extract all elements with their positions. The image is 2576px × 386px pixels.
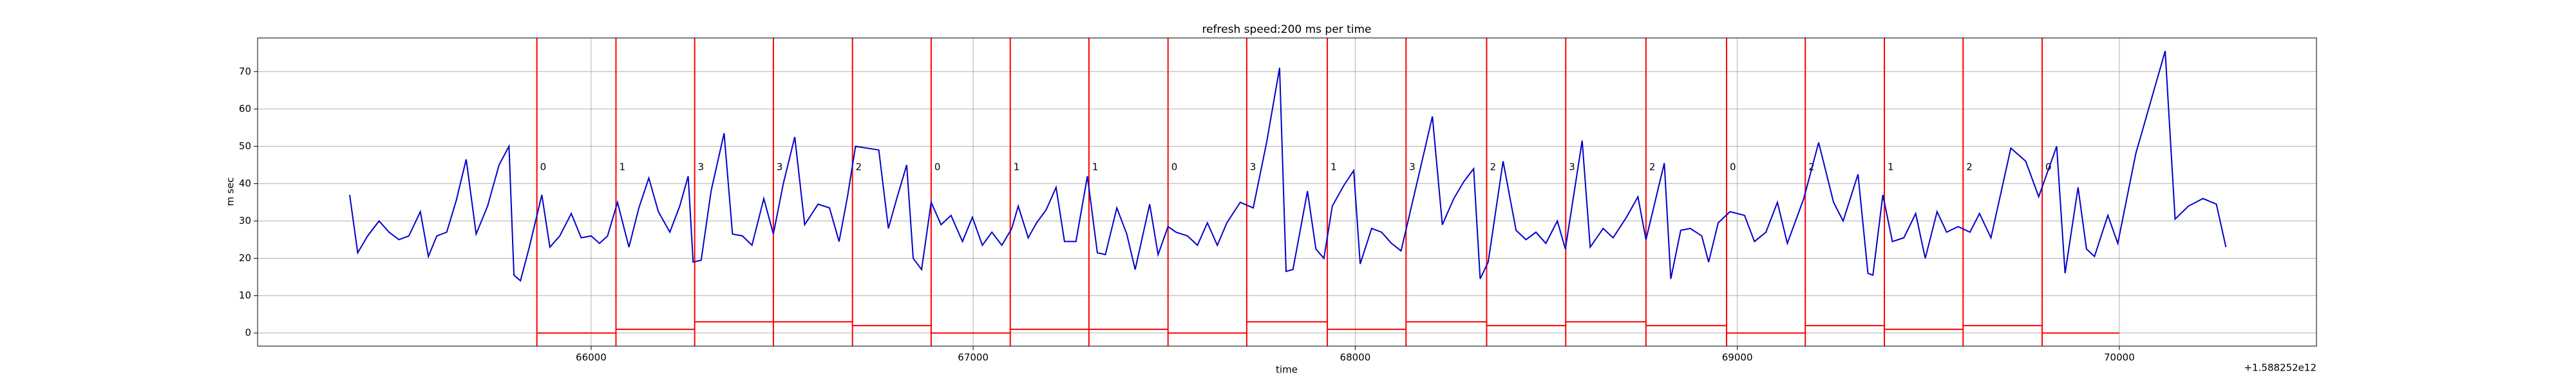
event-label: 2 [1490,161,1496,173]
y-tick-label: 20 [239,252,251,264]
x-tick-label: 69000 [1722,352,1753,363]
event-label: 1 [1014,161,1020,173]
y-axis-label: m sec [225,178,236,207]
x-tick-label: 68000 [1340,352,1371,363]
y-tick-label: 70 [239,66,251,77]
event-label: 0 [1171,161,1178,173]
event-label: 1 [1331,161,1337,173]
event-label: 1 [1888,161,1894,173]
event-label: 3 [777,161,783,173]
x-offset-label: +1.588252e12 [2244,362,2316,374]
plot-frame [257,37,2317,347]
y-tick-label: 0 [245,327,251,338]
event-label: 2 [856,161,862,173]
event-label: 3 [1409,161,1416,173]
event-label: 3 [1569,161,1575,173]
y-tick-label: 30 [239,215,251,226]
x-axis-label: time [1276,364,1298,376]
chart-title: refresh speed:200 ms per time [1202,23,1372,36]
y-tick-label: 40 [239,178,251,189]
event-label: 0 [540,161,547,173]
event-label: 2 [1649,161,1656,173]
y-tick-label: 50 [239,140,251,152]
x-tick-label: 70000 [2104,352,2135,363]
event-label: 1 [1092,161,1099,173]
event-label: 3 [1250,161,1256,173]
event-label: 0 [934,161,941,173]
y-tick-label: 10 [239,290,251,301]
event-label: 0 [1730,161,1736,173]
event-label: 3 [698,161,705,173]
x-tick-label: 67000 [958,352,989,363]
event-label: 2 [1966,161,1973,173]
event-label: 1 [619,161,625,173]
event-label: 0 [2045,161,2052,173]
y-tick-label: 60 [239,103,251,115]
x-tick-label: 66000 [576,352,607,363]
data-line [348,51,2227,282]
